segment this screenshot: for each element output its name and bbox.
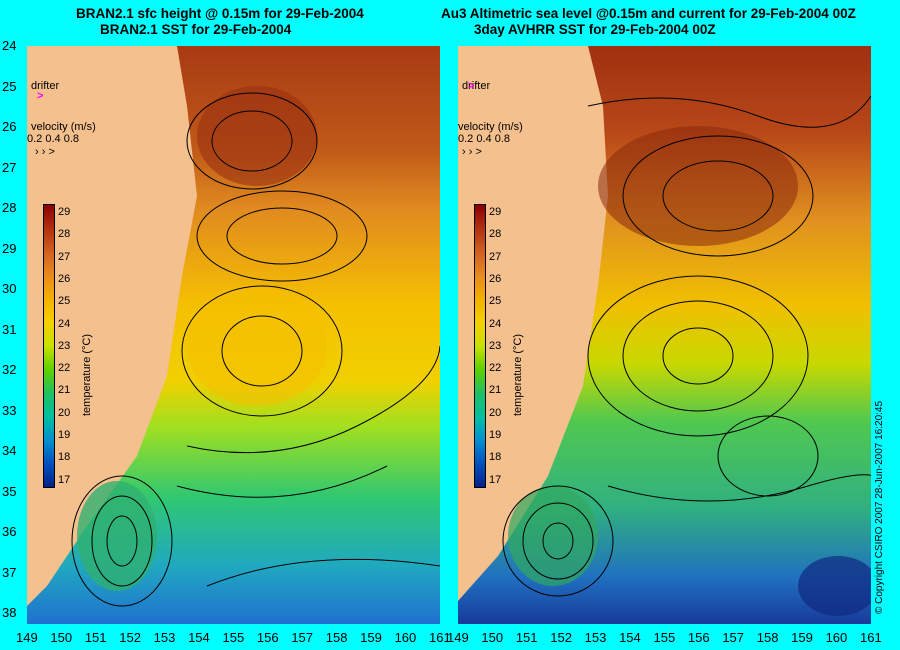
colorbar-tick-label: 29 — [489, 206, 502, 218]
copyright-notice: © Copyright CSIRO 2007 28-Jun-2007 16:20… — [874, 400, 885, 614]
colorbar-tick-label: 23 — [489, 339, 502, 352]
colorbar-tick-label: 22 — [58, 362, 71, 375]
colorbar-tick-label: 19 — [489, 429, 502, 441]
velocity-title: velocity (m/s) — [31, 121, 96, 133]
colorbar-tick-label: 25 — [489, 295, 502, 308]
latitude-tick-label: 32 — [2, 362, 17, 377]
colorbar-title: temperature (°C) — [81, 333, 93, 416]
colorbar-tick-label: 26 — [58, 272, 71, 285]
colorbar-tick-label: 23 — [58, 339, 71, 352]
colorbar-tick-label: 18 — [489, 451, 502, 464]
longitude-tick-label: 159 — [360, 630, 382, 645]
longitude-tick-label: 152 — [119, 630, 141, 645]
latitude-tick-label: 27 — [2, 159, 17, 175]
right-title-line1: Au3 Altimetric sea level @0.15m and curr… — [441, 6, 856, 21]
longitude-tick-label: 150 — [481, 630, 504, 645]
velocity-arrows-right: › › > — [462, 146, 482, 158]
colorbar-tick-label: 18 — [58, 451, 71, 464]
longitude-tick-label: 152 — [550, 630, 572, 645]
drifter-marker-icon-right: > — [468, 80, 475, 92]
longitude-tick-label: 157 — [722, 630, 745, 645]
latitude-tick-label: 37 — [2, 564, 17, 580]
velocity-values-right: 0.2 0.4 0.8 — [458, 133, 510, 145]
longitude-tick-label: 161 — [429, 630, 451, 645]
drifter-label-right: drifter — [462, 80, 491, 92]
latitude-tick-label: 36 — [2, 524, 17, 539]
longitude-tick-label: 159 — [791, 630, 813, 645]
colorbar-tick-label: 26 — [489, 272, 502, 285]
latitude-tick-label: 34 — [2, 443, 17, 458]
colorbar-title-right: temperature (°C) — [512, 333, 524, 416]
latitude-tick-label: 29 — [2, 240, 17, 256]
longitude-tick-label: 149 — [447, 630, 469, 645]
colorbar-tick-label: 19 — [58, 429, 71, 441]
colorbar-tick-label: 20 — [58, 406, 71, 419]
colorbar-tick-label: 29 — [58, 206, 71, 218]
right-map-panel[interactable]: drifter > velocity (m/s) 0.2 0.4 0.8 › ›… — [458, 46, 871, 624]
longitude-tick-label: 160 — [825, 630, 848, 645]
longitude-tick-label: 160 — [394, 630, 417, 645]
velocity-arrows: › › > — [35, 146, 55, 158]
drifter-marker-icon: > — [37, 90, 44, 102]
drifter-label: drifter — [31, 80, 60, 92]
colorbar-tick-label: 22 — [489, 362, 502, 375]
longitude-tick-label: 154 — [188, 630, 210, 645]
colorbar-tick-label: 28 — [489, 228, 502, 241]
colorbar-tick-label: 24 — [58, 317, 71, 330]
longitude-tick-label: 157 — [291, 630, 314, 645]
longitude-tick-label: 161 — [860, 630, 882, 645]
longitude-tick-label: 156 — [687, 630, 710, 645]
longitude-tick-label: 155 — [653, 630, 676, 645]
latitude-tick-label: 24 — [2, 38, 17, 53]
velocity-title-right: velocity (m/s) — [458, 121, 523, 133]
longitude-tick-label: 149 — [16, 630, 38, 645]
latitude-tick-label: 25 — [2, 78, 17, 94]
colorbar-tick-label: 27 — [58, 250, 71, 263]
colorbar-tick-label: 27 — [489, 250, 502, 263]
longitude-tick-label: 150 — [50, 630, 73, 645]
longitude-tick-label: 155 — [222, 630, 245, 645]
latitude-tick-label: 31 — [2, 321, 17, 337]
left-title-line2: BRAN2.1 SST for 29-Feb-2004 — [100, 22, 292, 37]
latitude-tick-label: 28 — [2, 200, 17, 215]
colorbar-tick-label: 25 — [58, 295, 71, 308]
latitude-tick-label: 26 — [2, 119, 17, 134]
colorbar-tick-label: 17 — [489, 473, 502, 486]
longitude-tick-label: 151 — [515, 630, 538, 645]
colorbar-right — [474, 204, 486, 488]
left-map-panel[interactable]: drifter > velocity (m/s) 0.2 0.4 0.8 › ›… — [27, 46, 440, 624]
colorbar-tick-label: 17 — [58, 473, 71, 486]
longitude-tick-label: 158 — [756, 630, 779, 645]
longitude-tick-label: 153 — [153, 630, 176, 645]
longitude-tick-label: 151 — [84, 630, 107, 645]
colorbar — [43, 204, 55, 488]
latitude-tick-label: 30 — [2, 281, 17, 296]
longitude-tick-label: 153 — [584, 630, 607, 645]
right-sst-map — [458, 46, 871, 624]
velocity-values: 0.2 0.4 0.8 — [27, 133, 79, 145]
longitude-tick-label: 154 — [619, 630, 641, 645]
colorbar-tick-label: 21 — [489, 384, 502, 397]
left-sst-map — [27, 46, 440, 624]
longitude-tick-label: 158 — [325, 630, 348, 645]
right-title-line2: 3day AVHRR SST for 29-Feb-2004 00Z — [474, 22, 716, 37]
longitude-tick-label: 156 — [256, 630, 279, 645]
colorbar-tick-label: 24 — [489, 317, 502, 330]
latitude-tick-label: 38 — [2, 605, 17, 620]
colorbar-tick-label: 20 — [489, 406, 502, 419]
colorbar-tick-label: 28 — [58, 228, 71, 241]
latitude-tick-label: 33 — [2, 402, 17, 418]
latitude-tick-label: 35 — [2, 483, 17, 499]
left-title-line1: BRAN2.1 sfc height @ 0.15m for 29-Feb-20… — [76, 6, 364, 21]
colorbar-tick-label: 21 — [58, 384, 71, 397]
